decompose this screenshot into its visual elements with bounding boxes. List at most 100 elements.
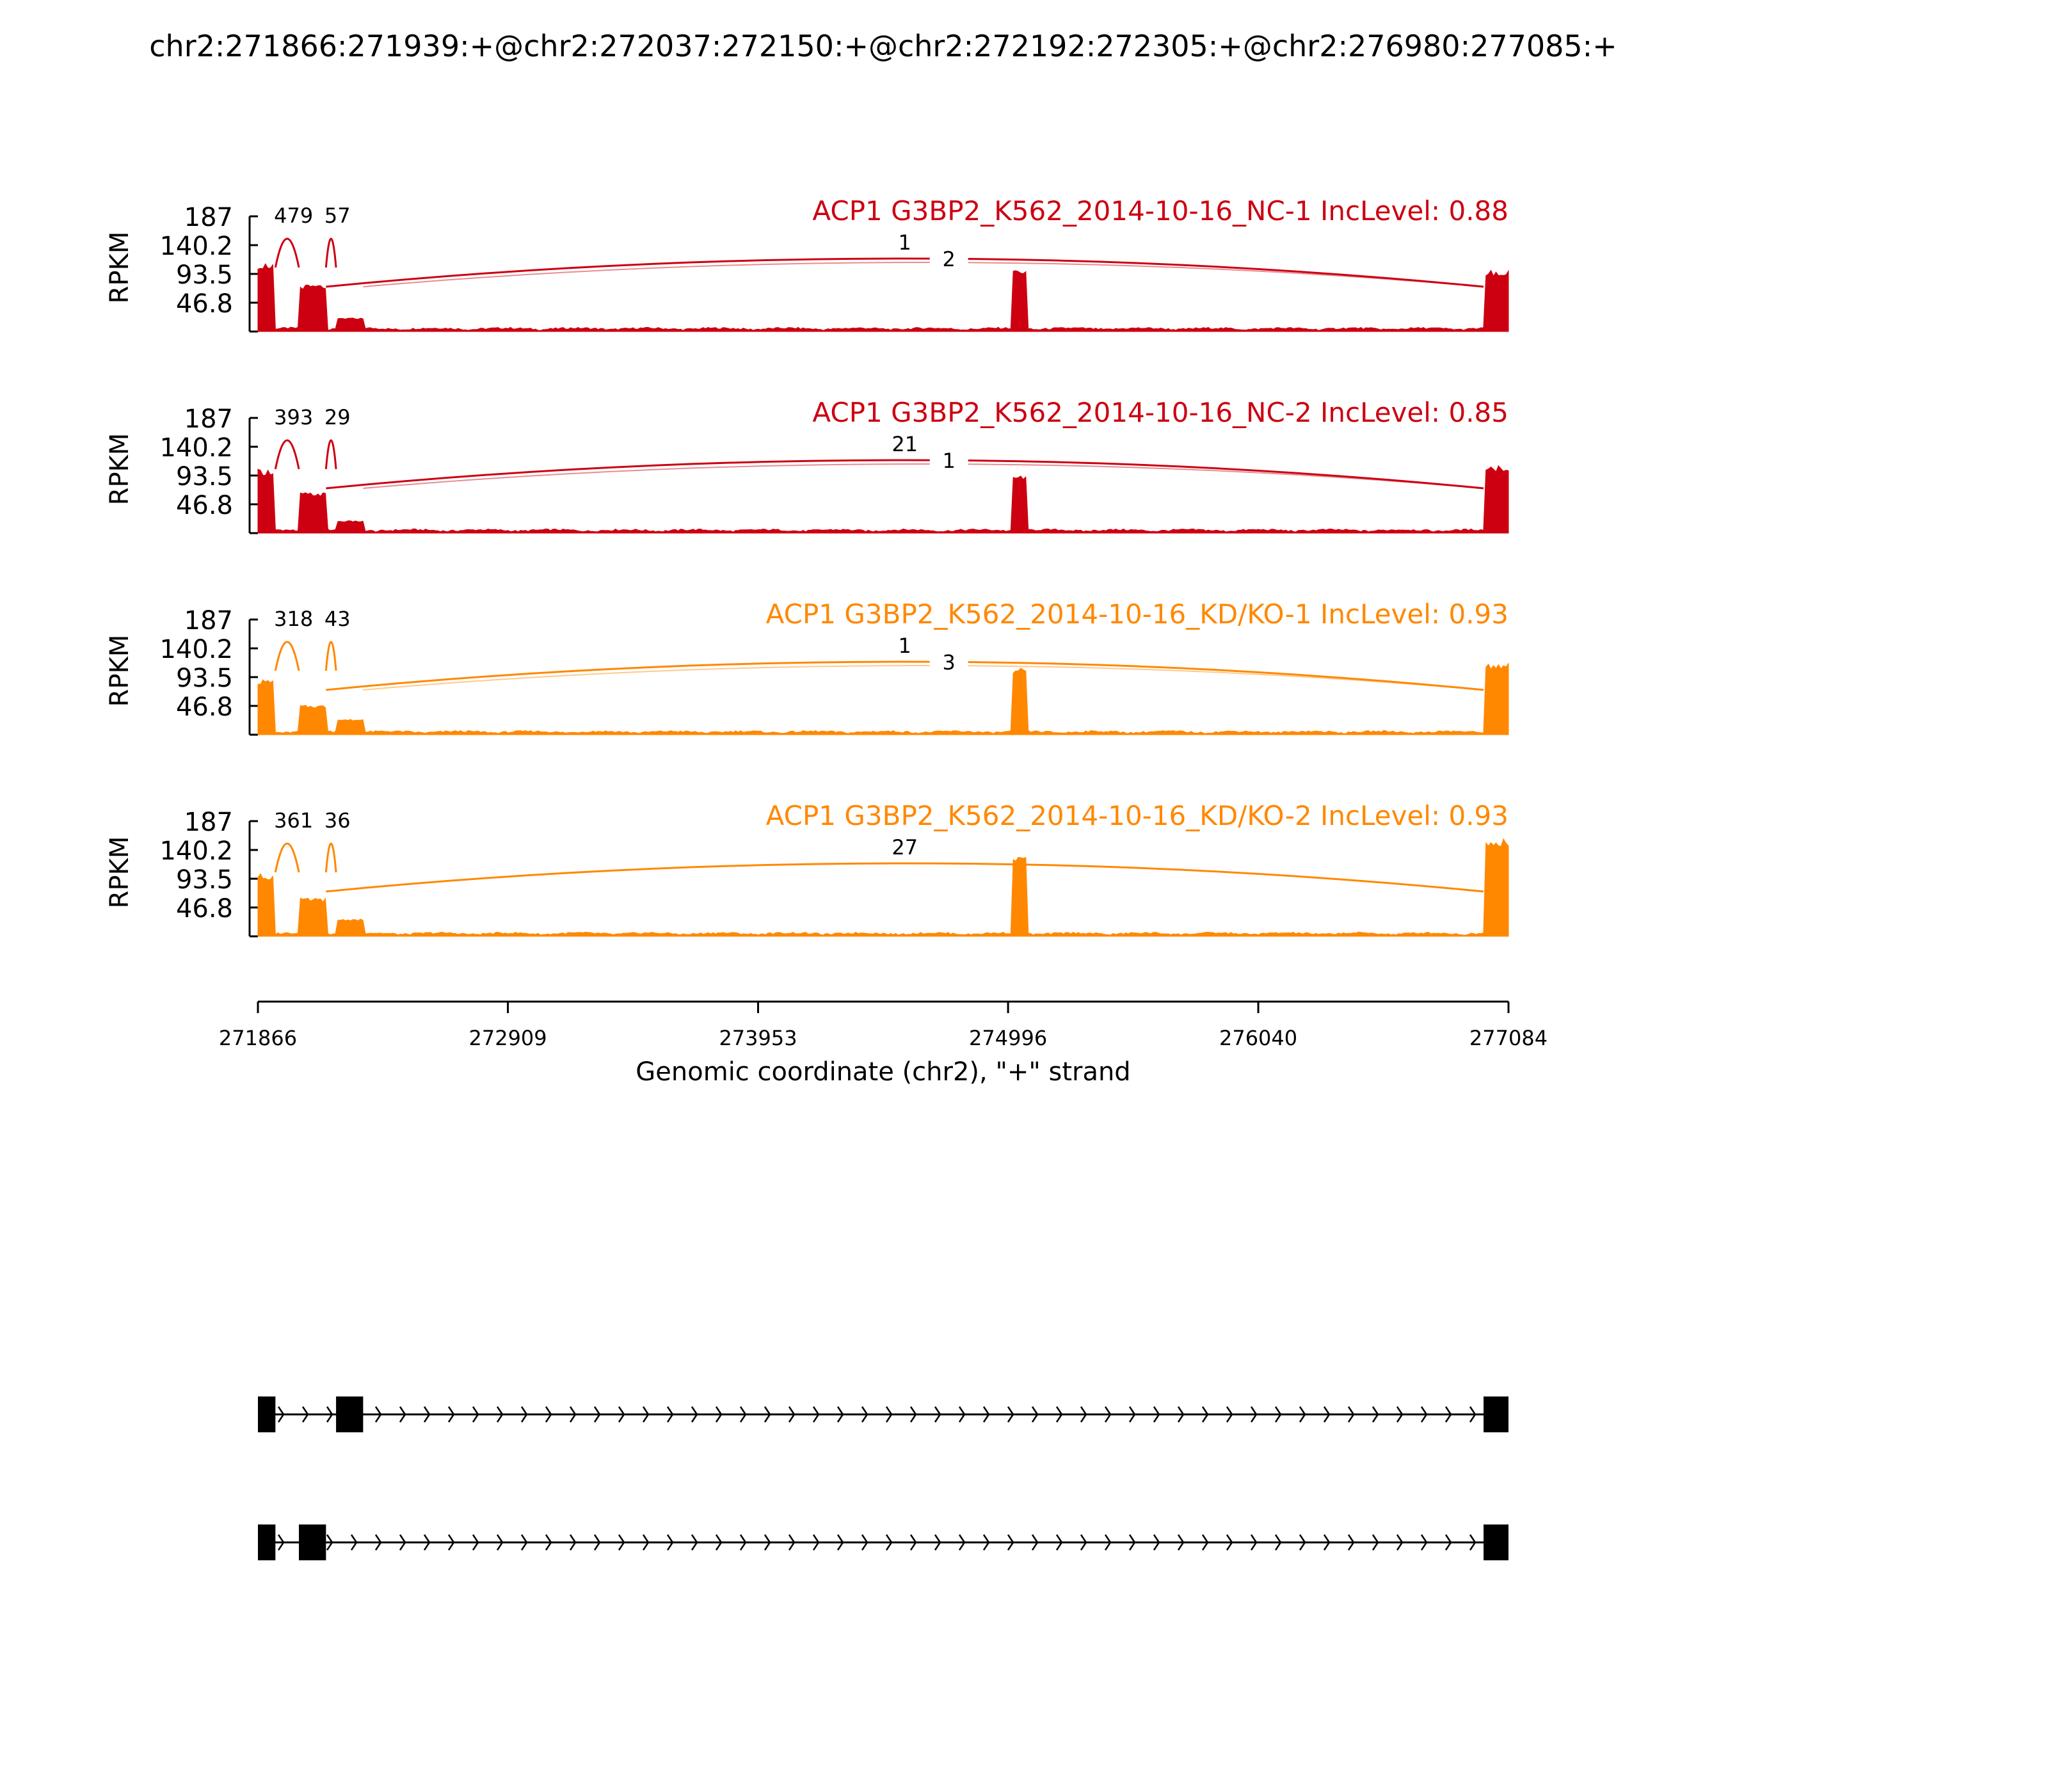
strand-arrow: [1420, 1534, 1428, 1551]
junction-arc: [274, 641, 300, 671]
strand-arrow: [447, 1534, 455, 1551]
strand-arrow: [399, 1406, 406, 1423]
x-tick-label: 276040: [1219, 1026, 1297, 1050]
strand-arrow: [277, 1406, 285, 1423]
strand-arrow: [739, 1406, 747, 1423]
strand-arrow: [691, 1534, 698, 1551]
junction-label: 1: [943, 449, 956, 473]
x-tick-label: 274996: [969, 1026, 1047, 1050]
y-tick-label: 187: [184, 808, 233, 837]
coverage-area: [257, 838, 1509, 937]
strand-arrow: [472, 1534, 479, 1551]
strand-arrow: [982, 1406, 990, 1423]
x-axis-label: Genomic coordinate (chr2), "+" strand: [636, 1057, 1130, 1087]
strand-arrow: [301, 1406, 309, 1423]
y-tick-label: 46.8: [176, 894, 233, 924]
strand-arrow: [836, 1534, 844, 1551]
junction-label: 318: [274, 607, 313, 631]
junction-arc: [326, 660, 1484, 691]
junction-arc: [326, 459, 1484, 490]
junction-label-bg: [274, 808, 313, 834]
x-axis: 271866 272909 273953 274996 276040 277084: [219, 1000, 1548, 1050]
y-axis-label: RPKM: [105, 433, 134, 506]
strand-arrow: [715, 1534, 723, 1551]
x-tick-label: 277084: [1469, 1026, 1548, 1050]
junction-label-bg: [274, 607, 313, 632]
junction-arc: [324, 641, 337, 671]
strand-arrow: [885, 1534, 893, 1551]
panel-label: ACP1 G3BP2_K562_2014-10-16_KD/KO-1 IncLe…: [766, 598, 1508, 630]
strand-arrow: [374, 1406, 382, 1423]
strand-arrow: [569, 1406, 577, 1423]
junction-label-bg: [929, 449, 968, 474]
junction-label: 29: [324, 405, 351, 429]
strand-arrow: [593, 1534, 601, 1551]
junction-label-bg: [274, 204, 313, 229]
y-tick-label: 46.8: [176, 491, 233, 520]
coverage-area: [257, 465, 1509, 534]
strand-arrow: [277, 1534, 285, 1551]
strand-arrow: [934, 1406, 941, 1423]
junction-arc: [363, 262, 1484, 287]
junction-arc: [326, 862, 1484, 893]
strand-arrow: [1226, 1534, 1233, 1551]
coverage-area: [257, 263, 1509, 332]
panel-label: ACP1 G3BP2_K562_2014-10-16_KD/KO-2 IncLe…: [766, 800, 1508, 831]
strand-arrow: [374, 1534, 382, 1551]
strand-arrow: [1469, 1406, 1476, 1423]
strand-arrow: [1007, 1534, 1014, 1551]
junction-label: 1: [899, 230, 911, 255]
exon-block: [1484, 1524, 1508, 1560]
strand-arrow: [1323, 1534, 1331, 1551]
strand-arrow: [958, 1406, 966, 1423]
strand-arrow: [861, 1406, 868, 1423]
strand-arrow: [836, 1406, 844, 1423]
strand-arrow: [812, 1406, 820, 1423]
junction-label: 361: [274, 808, 313, 833]
strand-arrow: [1372, 1534, 1379, 1551]
junction-label: 43: [324, 607, 351, 631]
strand-arrow: [764, 1534, 771, 1551]
y-tick-label: 93.5: [176, 462, 233, 492]
strand-arrow: [934, 1534, 941, 1551]
junction-label: 57: [324, 204, 351, 228]
strand-arrow: [909, 1406, 917, 1423]
junction-arc: [274, 237, 300, 268]
strand-arrow: [764, 1406, 771, 1423]
strand-arrow: [958, 1534, 966, 1551]
strand-arrow: [1274, 1534, 1282, 1551]
strand-arrow: [447, 1406, 455, 1423]
junction-arc: [363, 463, 1484, 489]
strand-arrow: [423, 1534, 431, 1551]
junction-label-bg: [929, 650, 968, 676]
strand-arrow: [1444, 1406, 1452, 1423]
strand-arrow: [1080, 1406, 1087, 1423]
exon-block: [336, 1396, 364, 1432]
junction-label-bg: [885, 432, 924, 458]
isoform-track: [258, 1396, 1508, 1560]
strand-arrow: [496, 1534, 504, 1551]
strand-arrow: [1274, 1406, 1282, 1423]
isoform-1: [258, 1396, 1508, 1432]
strand-arrow: [1177, 1534, 1185, 1551]
junction-label: 36: [324, 808, 351, 833]
strand-arrow: [982, 1534, 990, 1551]
x-tick-label: 271866: [219, 1026, 297, 1050]
strand-arrow: [1444, 1534, 1452, 1551]
coverage-area: [257, 662, 1509, 735]
strand-arrow: [496, 1406, 504, 1423]
y-tick-label: 140.2: [159, 232, 233, 261]
junction-arc: [324, 439, 337, 470]
strand-arrow: [326, 1534, 333, 1551]
strand-arrow: [520, 1406, 528, 1423]
junction-label-bg: [318, 607, 357, 632]
strand-arrow: [1396, 1534, 1404, 1551]
strand-arrow: [1396, 1406, 1404, 1423]
junction-label-bg: [885, 835, 924, 861]
junction-label: 21: [892, 432, 918, 456]
plot-title: chr2:271866:271939:+@chr2:272037:272150:…: [149, 29, 1617, 63]
strand-arrow: [642, 1534, 650, 1551]
